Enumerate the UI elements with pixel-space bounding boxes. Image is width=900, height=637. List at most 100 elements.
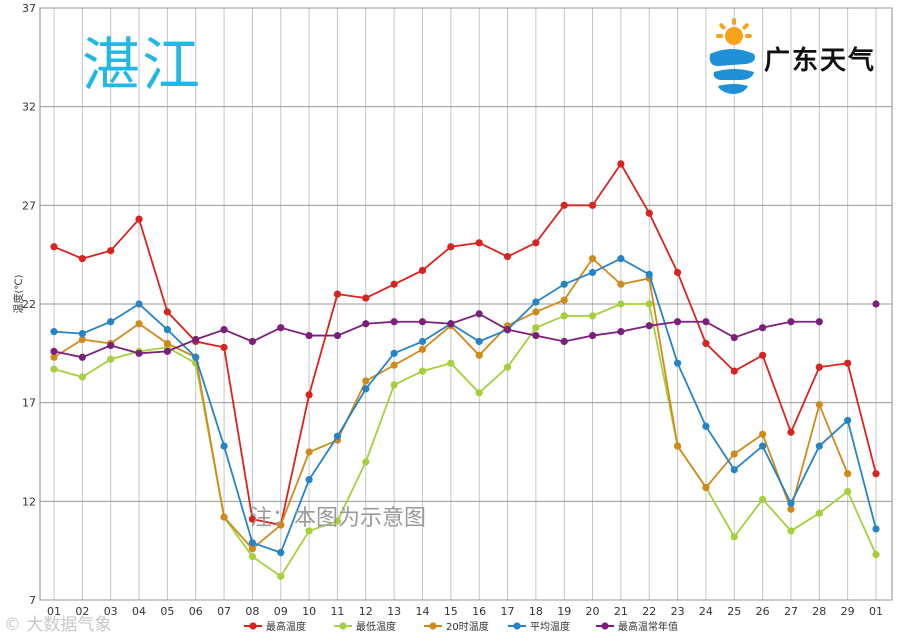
data-point <box>248 552 257 561</box>
x-tick-label: 16 <box>472 605 486 618</box>
series-line <box>53 162 877 527</box>
data-point <box>532 324 540 332</box>
data-point <box>673 268 682 277</box>
data-point <box>107 341 115 350</box>
data-point <box>50 328 58 336</box>
x-tick-label: 06 <box>189 605 203 618</box>
x-tick-label: 08 <box>245 605 259 618</box>
data-point <box>815 363 823 371</box>
data-point <box>844 487 852 496</box>
data-point <box>362 320 370 328</box>
x-tick-label: 26 <box>756 605 770 618</box>
data-point <box>50 243 58 251</box>
data-point <box>135 349 143 357</box>
legend-swatch-dot <box>601 622 609 630</box>
data-point <box>447 359 455 367</box>
x-tick-label: 03 <box>104 605 118 618</box>
data-point <box>702 318 710 326</box>
data-point <box>872 300 880 308</box>
data-point <box>532 331 540 340</box>
data-point <box>759 324 767 332</box>
x-tick-label: 01 <box>47 605 61 618</box>
data-point <box>560 337 568 346</box>
data-point <box>163 326 171 334</box>
x-tick-label: 22 <box>642 605 656 618</box>
data-point <box>617 328 625 336</box>
data-point <box>192 353 200 361</box>
y-tick-label: 27 <box>22 199 36 212</box>
data-point <box>730 450 738 458</box>
weather-logo-icon <box>709 18 755 94</box>
x-tick-label: 05 <box>160 605 174 618</box>
y-axis-label: 温度(℃) <box>12 274 25 313</box>
x-axis: 01 02 03 04 05 06 07 08 09 10 11 12 13 14 15 16 17 18 19 20… <box>47 605 883 618</box>
watermark: © 大数据气象 <box>4 615 112 635</box>
series-group <box>50 160 880 580</box>
data-point <box>305 527 313 535</box>
legend-item-4: 平均温度 <box>508 620 570 633</box>
data-point <box>277 549 285 557</box>
data-point <box>787 499 795 507</box>
x-tick-label: 20 <box>586 605 600 618</box>
data-point <box>107 318 115 326</box>
data-point <box>560 312 568 320</box>
x-tick-label: 29 <box>841 605 855 618</box>
data-point <box>787 318 795 326</box>
data-point <box>362 377 370 385</box>
data-point <box>815 442 823 450</box>
legend-item-5: 最高温常年值 <box>596 620 678 633</box>
data-point <box>333 517 342 525</box>
legend-item-2: 最低温度 <box>334 620 396 633</box>
data-point <box>673 442 682 450</box>
data-point <box>163 347 171 355</box>
data-point <box>475 310 483 318</box>
city-title: 湛江 <box>82 31 203 99</box>
data-point <box>248 545 257 553</box>
data-point <box>418 318 427 326</box>
data-point <box>248 539 257 547</box>
data-point <box>248 515 257 523</box>
x-tick-label: 24 <box>699 605 713 618</box>
data-point <box>787 527 795 535</box>
series-4 <box>50 255 880 557</box>
data-point <box>872 470 880 478</box>
data-point <box>787 428 795 436</box>
data-point <box>730 367 738 375</box>
data-point <box>305 331 313 340</box>
data-point <box>135 300 143 308</box>
x-tick-label: 14 <box>415 605 429 618</box>
data-point <box>560 296 568 304</box>
series-line <box>53 303 877 578</box>
series-1 <box>50 160 880 529</box>
data-point <box>362 458 370 466</box>
legend-swatch-dot <box>339 622 347 630</box>
data-point <box>815 401 823 409</box>
x-tick-label: 10 <box>302 605 316 618</box>
data-point <box>872 551 880 559</box>
data-point <box>220 343 228 352</box>
data-point <box>475 337 483 346</box>
data-point <box>844 359 852 367</box>
data-point <box>418 337 427 346</box>
data-point <box>390 361 398 369</box>
x-tick-label: 23 <box>671 605 685 618</box>
x-tick-label: 15 <box>444 605 458 618</box>
data-point <box>702 339 710 348</box>
legend-label: 最高温度 <box>266 620 306 633</box>
x-tick-label: 09 <box>274 605 288 618</box>
data-point <box>78 330 86 338</box>
data-point <box>588 268 597 277</box>
data-point <box>560 201 568 209</box>
guangdong-weather-logo: 广东天气 <box>700 14 890 98</box>
data-point <box>872 525 880 533</box>
data-point <box>50 365 58 373</box>
data-point <box>418 367 427 375</box>
data-point <box>617 300 625 308</box>
data-point <box>333 432 342 440</box>
data-point <box>475 239 483 247</box>
data-point <box>277 572 285 580</box>
data-point <box>645 209 653 217</box>
legend: 最高温度 最低温度 20时温度 平均温度 最高温常年值 <box>244 620 678 633</box>
data-point <box>362 294 370 302</box>
data-point <box>730 533 738 541</box>
